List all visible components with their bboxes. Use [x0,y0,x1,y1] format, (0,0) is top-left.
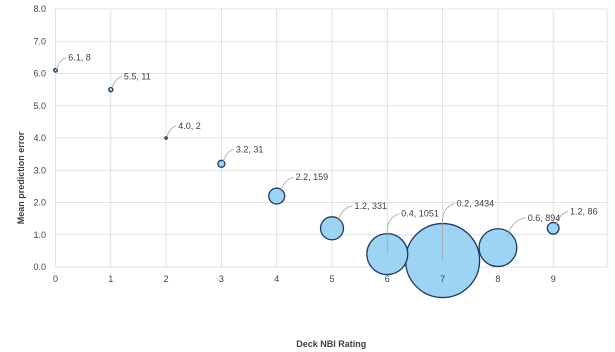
bubbles [53,67,560,299]
x-tick-label: 1 [108,274,113,284]
data-label: 0.2, 3434 [457,199,495,209]
label-leader-line [56,57,67,70]
label-leader-line [280,176,294,192]
data-labels: 6.1, 8 5.5, 11 4.0, 2 3.2, 31 2.2, 159 1.2, 3… [68,52,597,222]
y-tick-label: 8.0 [33,4,46,14]
x-tick-label: 4 [274,274,279,284]
y-tick-label: 5.0 [33,101,46,111]
y-tick-label: 3.0 [33,165,46,175]
bubble [217,159,226,168]
label-leader-line [555,211,569,225]
x-tick-label: 8 [495,274,500,284]
x-tick-label: 9 [551,274,556,284]
label-leader-line [222,148,235,162]
y-tick-label: 7.0 [33,36,46,46]
y-tick-label: 4.0 [33,133,46,143]
label-leader-line [166,125,177,138]
y-tick-label: 2.0 [33,198,46,208]
data-label: 1.2, 331 [354,201,387,211]
data-label: 6.1, 8 [68,52,91,62]
x-tick-label: 0 [53,274,58,284]
label-leader-line [111,76,123,89]
data-label: 0.4, 1051 [401,209,439,219]
bubble [164,136,168,140]
bubble [546,221,560,235]
x-tick-label: 3 [219,274,224,284]
label-leader-line [386,213,400,255]
label-leader-line [442,203,455,261]
data-label: 1.2, 86 [570,206,598,216]
bubble [319,216,345,241]
x-tick-label: 7 [440,274,445,284]
data-label: 4.0, 2 [178,121,201,131]
x-tick-label: 6 [385,274,390,284]
grid [55,8,608,268]
y-tick-label: 0.0 [33,262,46,272]
x-tick-label: 2 [164,274,169,284]
bubble [478,228,518,268]
y-axis-title: Mean prediction error [16,131,26,224]
bubble [108,86,114,93]
label-leader-line [337,205,353,222]
x-axis-title: Deck NBI Rating [296,339,366,349]
data-label: 3.2, 31 [236,144,264,154]
bubble [268,187,286,205]
x-tick-label: 5 [329,274,334,284]
y-tick-label: 6.0 [33,69,46,79]
data-label: 5.5, 11 [124,72,151,82]
data-label: 0.6, 894 [528,213,561,223]
label-leader-line [506,217,526,237]
bubble [53,67,58,73]
data-label: 2.2, 159 [296,172,329,182]
label-leaders [56,57,569,261]
axis-ticks: 0.0 1.0 2.0 3.0 4.0 5.0 6.0 7.0 8.0 0 1 2 3 4 5 6 7 8 9 [33,4,555,284]
y-tick-label: 1.0 [33,230,46,240]
